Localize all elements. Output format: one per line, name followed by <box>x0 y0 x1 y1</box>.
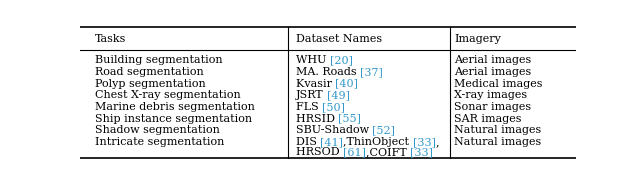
Text: SBU-Shadow: SBU-Shadow <box>296 125 372 135</box>
Text: [40]: [40] <box>335 79 358 89</box>
Text: Building segmentation: Building segmentation <box>95 55 223 65</box>
Text: [55]: [55] <box>339 114 361 124</box>
Text: [33]: [33] <box>410 147 433 157</box>
Text: Tasks: Tasks <box>95 34 126 44</box>
Text: WHU: WHU <box>296 55 330 65</box>
Text: JSRT: JSRT <box>296 90 327 100</box>
Text: ,ThinObject: ,ThinObject <box>343 137 413 147</box>
Text: DIS: DIS <box>296 137 320 147</box>
Text: ,: , <box>436 137 439 147</box>
Text: MA. Roads: MA. Roads <box>296 67 360 77</box>
Text: HRSOD: HRSOD <box>296 147 343 157</box>
Text: Intricate segmentation: Intricate segmentation <box>95 137 224 147</box>
Text: [50]: [50] <box>322 102 345 112</box>
Text: Aerial images: Aerial images <box>454 67 532 77</box>
Text: ,COIFT: ,COIFT <box>366 147 410 157</box>
Text: FLS: FLS <box>296 102 322 112</box>
Text: Road segmentation: Road segmentation <box>95 67 204 77</box>
Text: X-ray images: X-ray images <box>454 90 527 100</box>
Text: Natural images: Natural images <box>454 137 541 147</box>
Text: [49]: [49] <box>327 90 350 100</box>
Text: Polyp segmentation: Polyp segmentation <box>95 79 205 89</box>
Text: SAR images: SAR images <box>454 114 522 124</box>
Text: Natural images: Natural images <box>454 125 541 135</box>
Text: Medical images: Medical images <box>454 79 543 89</box>
Text: Shadow segmentation: Shadow segmentation <box>95 125 220 135</box>
Text: Imagery: Imagery <box>454 34 501 44</box>
Text: Sonar images: Sonar images <box>454 102 532 112</box>
Text: Ship instance segmentation: Ship instance segmentation <box>95 114 252 124</box>
Text: [52]: [52] <box>372 125 396 135</box>
Text: [20]: [20] <box>330 55 353 65</box>
Text: Marine debris segmentation: Marine debris segmentation <box>95 102 255 112</box>
Text: Dataset Names: Dataset Names <box>296 34 382 44</box>
Text: [33]: [33] <box>413 137 436 147</box>
Text: [61]: [61] <box>343 147 366 157</box>
Text: Aerial images: Aerial images <box>454 55 532 65</box>
Text: [37]: [37] <box>360 67 383 77</box>
Text: HRSID: HRSID <box>296 114 339 124</box>
Text: Kvasir: Kvasir <box>296 79 335 89</box>
Text: Chest X-ray segmentation: Chest X-ray segmentation <box>95 90 241 100</box>
Text: [41]: [41] <box>320 137 343 147</box>
